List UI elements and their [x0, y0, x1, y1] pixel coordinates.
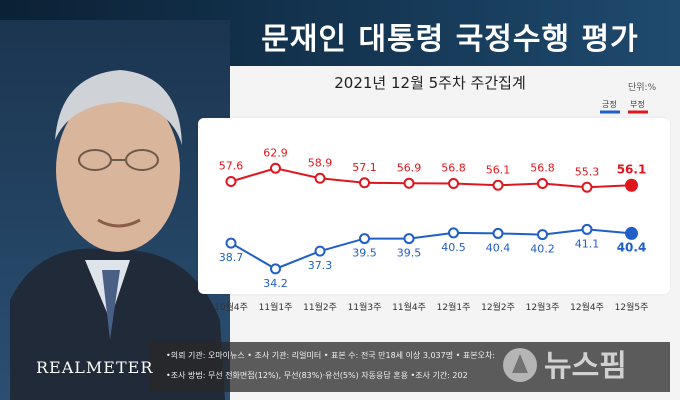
x-tick-label: 12월1주 — [437, 301, 471, 313]
data-label-negative: 56.8 — [530, 162, 555, 175]
data-point-positive — [270, 263, 281, 275]
watermark-text: 뉴스핌 — [544, 349, 627, 384]
president-portrait — [0, 20, 230, 400]
data-label-positive: 41.1 — [575, 237, 600, 250]
x-tick-label: 12월3주 — [526, 301, 560, 313]
data-label-negative: 62.9 — [263, 146, 288, 159]
legend: 긍정 부정 — [600, 100, 648, 114]
data-label-positive: 40.4 — [486, 241, 511, 254]
data-point-positive — [492, 227, 504, 239]
data-label-negative: 56.1 — [486, 163, 511, 176]
realmeter-logo: REALMETER — [36, 358, 154, 377]
x-tick-label: 11월3주 — [348, 301, 382, 313]
data-point-positive — [359, 233, 370, 245]
data-label-positive: 40.4 — [617, 240, 647, 254]
legend-label-negative: 부정 — [630, 100, 645, 109]
data-label-negative: 56.8 — [441, 162, 466, 175]
page-title: 문재인 대통령 국정수행 평가 — [261, 22, 639, 57]
data-point-negative — [403, 177, 415, 189]
data-point-positive — [314, 245, 326, 257]
unit-label: 단위:% — [628, 83, 657, 93]
x-tick-label: 12월5주 — [615, 301, 649, 313]
newspim-watermark: 뉴스핌 — [503, 348, 627, 384]
x-tick-label: 11월4주 — [392, 301, 426, 313]
data-label-negative: 56.1 — [617, 162, 647, 176]
data-point-negative — [314, 172, 326, 184]
survey-note-1: •의뢰 기관: 오마이뉴스 • 조사 기관: 리얼미터 • 표본 수: 전국 만… — [166, 351, 496, 360]
data-point-negative — [537, 178, 548, 189]
chart-subtitle: 2021년 12월 5주차 주간집계 — [334, 74, 526, 92]
data-label-positive: 40.2 — [530, 243, 555, 256]
data-label-negative: 58.9 — [308, 156, 333, 169]
data-point-negative — [492, 179, 504, 191]
data-label-positive: 34.2 — [263, 277, 288, 290]
data-label-negative: 55.3 — [575, 165, 600, 178]
data-point-positive — [225, 237, 237, 249]
x-tick-label: 11월1주 — [259, 301, 293, 313]
data-point-negative — [625, 178, 638, 192]
x-tick-label: 11월2주 — [303, 301, 337, 313]
data-point-negative — [581, 181, 593, 193]
x-tick-label: 12월4주 — [570, 301, 604, 313]
series-line-positive — [230, 228, 632, 270]
data-label-negative: 57.6 — [219, 160, 244, 173]
survey-note-2: •조사 방법: 무선 전화면접(12%), 무선(83%)·유선(5%) 자동응… — [166, 371, 468, 380]
survey-footer: •의뢰 기관: 오마이뉴스 • 조사 기관: 리얼미터 • 표본 수: 전국 만… — [150, 342, 670, 392]
data-point-positive — [448, 227, 459, 239]
data-label-positive: 39.5 — [352, 247, 377, 260]
data-point-positive — [581, 223, 593, 235]
data-label-positive: 37.3 — [308, 259, 333, 272]
data-point-negative — [359, 177, 370, 189]
series-line-negative — [230, 167, 632, 189]
data-point-positive — [403, 233, 415, 245]
data-label-positive: 39.5 — [397, 247, 422, 260]
x-tick-label: 10월4주 — [214, 301, 248, 313]
x-tick-label: 12월2주 — [481, 301, 515, 313]
data-label-positive: 40.5 — [441, 241, 466, 254]
data-label-positive: 38.7 — [219, 251, 244, 264]
data-point-positive — [537, 229, 548, 241]
data-point-negative — [270, 162, 281, 174]
data-point-negative — [225, 176, 237, 187]
data-label-negative: 56.9 — [397, 161, 422, 174]
data-point-negative — [448, 178, 459, 189]
data-label-negative: 57.1 — [352, 161, 377, 174]
data-point-positive — [625, 226, 638, 240]
legend-label-positive: 긍정 — [602, 100, 617, 109]
